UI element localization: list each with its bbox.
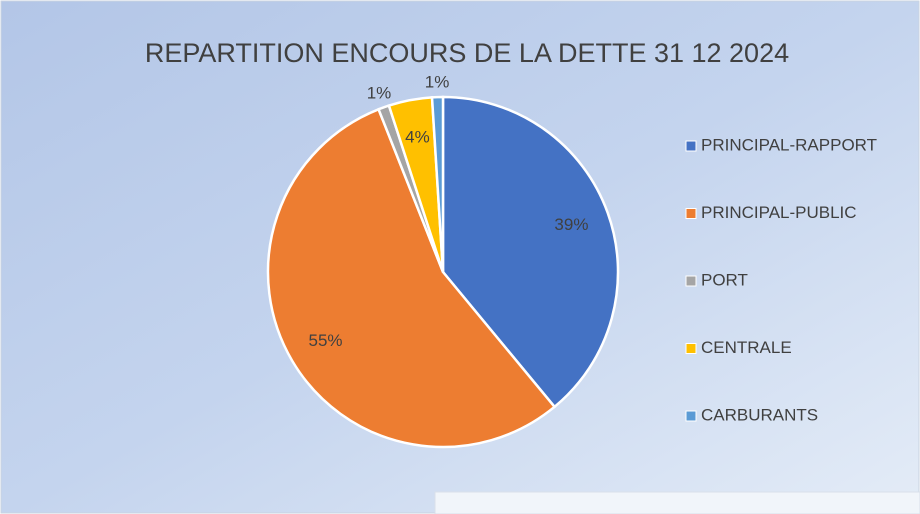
legend-swatch xyxy=(685,410,697,422)
data-label: 55% xyxy=(308,331,342,350)
legend-swatch xyxy=(685,140,697,152)
legend: PRINCIPAL-RAPPORT PRINCIPAL-PUBLIC PORT CEN… xyxy=(685,135,877,424)
legend-swatch xyxy=(685,343,697,354)
chart-title: REPARTITION ENCOURS DE LA DETTE 31 12 20… xyxy=(145,38,789,68)
pie-slice xyxy=(430,95,445,273)
legend-label: CENTRALE xyxy=(701,338,792,357)
data-label: 1% xyxy=(367,84,392,103)
legend-label: PORT xyxy=(701,270,748,289)
legend-swatch xyxy=(685,275,697,287)
legend-label: PRINCIPAL-PUBLIC xyxy=(701,203,857,222)
data-label: 39% xyxy=(554,215,588,234)
pie-slice xyxy=(441,95,620,409)
overlay-panel xyxy=(434,491,920,514)
pie: 39% 55% 1% 4% 1% xyxy=(266,73,620,449)
pie-slice xyxy=(266,107,557,449)
data-label: 4% xyxy=(405,127,430,146)
legend-swatch xyxy=(685,208,697,219)
data-label: 1% xyxy=(425,73,450,92)
legend-label: PRINCIPAL-RAPPORT xyxy=(701,135,877,154)
legend-label: CARBURANTS xyxy=(701,405,818,424)
